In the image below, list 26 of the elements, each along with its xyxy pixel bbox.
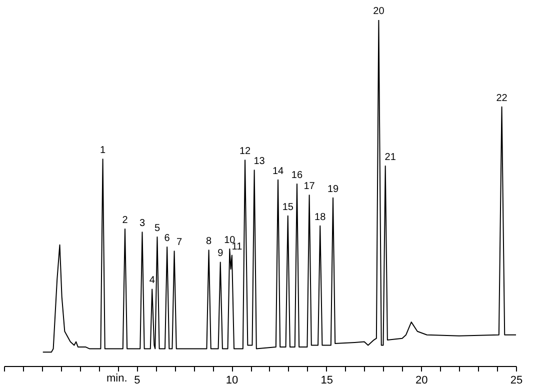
annotation: 14 — [272, 166, 284, 177]
x-tick-label: 10 — [226, 374, 238, 386]
annotation: 19 — [327, 184, 340, 195]
annotation: 6 — [164, 232, 170, 244]
annotation: 20 — [373, 6, 385, 17]
annotation: 7 — [176, 237, 183, 248]
annotation: 1 — [100, 145, 106, 156]
annotation: 16 — [291, 170, 303, 182]
annotation: 18 — [314, 212, 326, 223]
annotation: 17 — [304, 181, 316, 192]
annotation: 9 — [218, 248, 224, 260]
x-tick-label: 15 — [320, 374, 333, 386]
annotation: 13 — [254, 156, 266, 168]
annotation: 2 — [122, 214, 128, 226]
x-tick-label: 20 — [416, 374, 428, 386]
annotation: 8 — [206, 236, 212, 248]
x-axis-title: min. — [106, 372, 128, 384]
x-tick-label: 25 — [510, 374, 523, 386]
annotation: 22 — [496, 92, 508, 104]
annotation: 3 — [139, 218, 146, 230]
annotation: 4 — [149, 275, 156, 286]
annotation: 21 — [384, 152, 396, 164]
x-tick-label: 5 — [134, 374, 140, 386]
annotation: 12 — [239, 146, 252, 158]
annotation: 15 — [282, 202, 294, 213]
annotation: 5 — [154, 222, 160, 234]
